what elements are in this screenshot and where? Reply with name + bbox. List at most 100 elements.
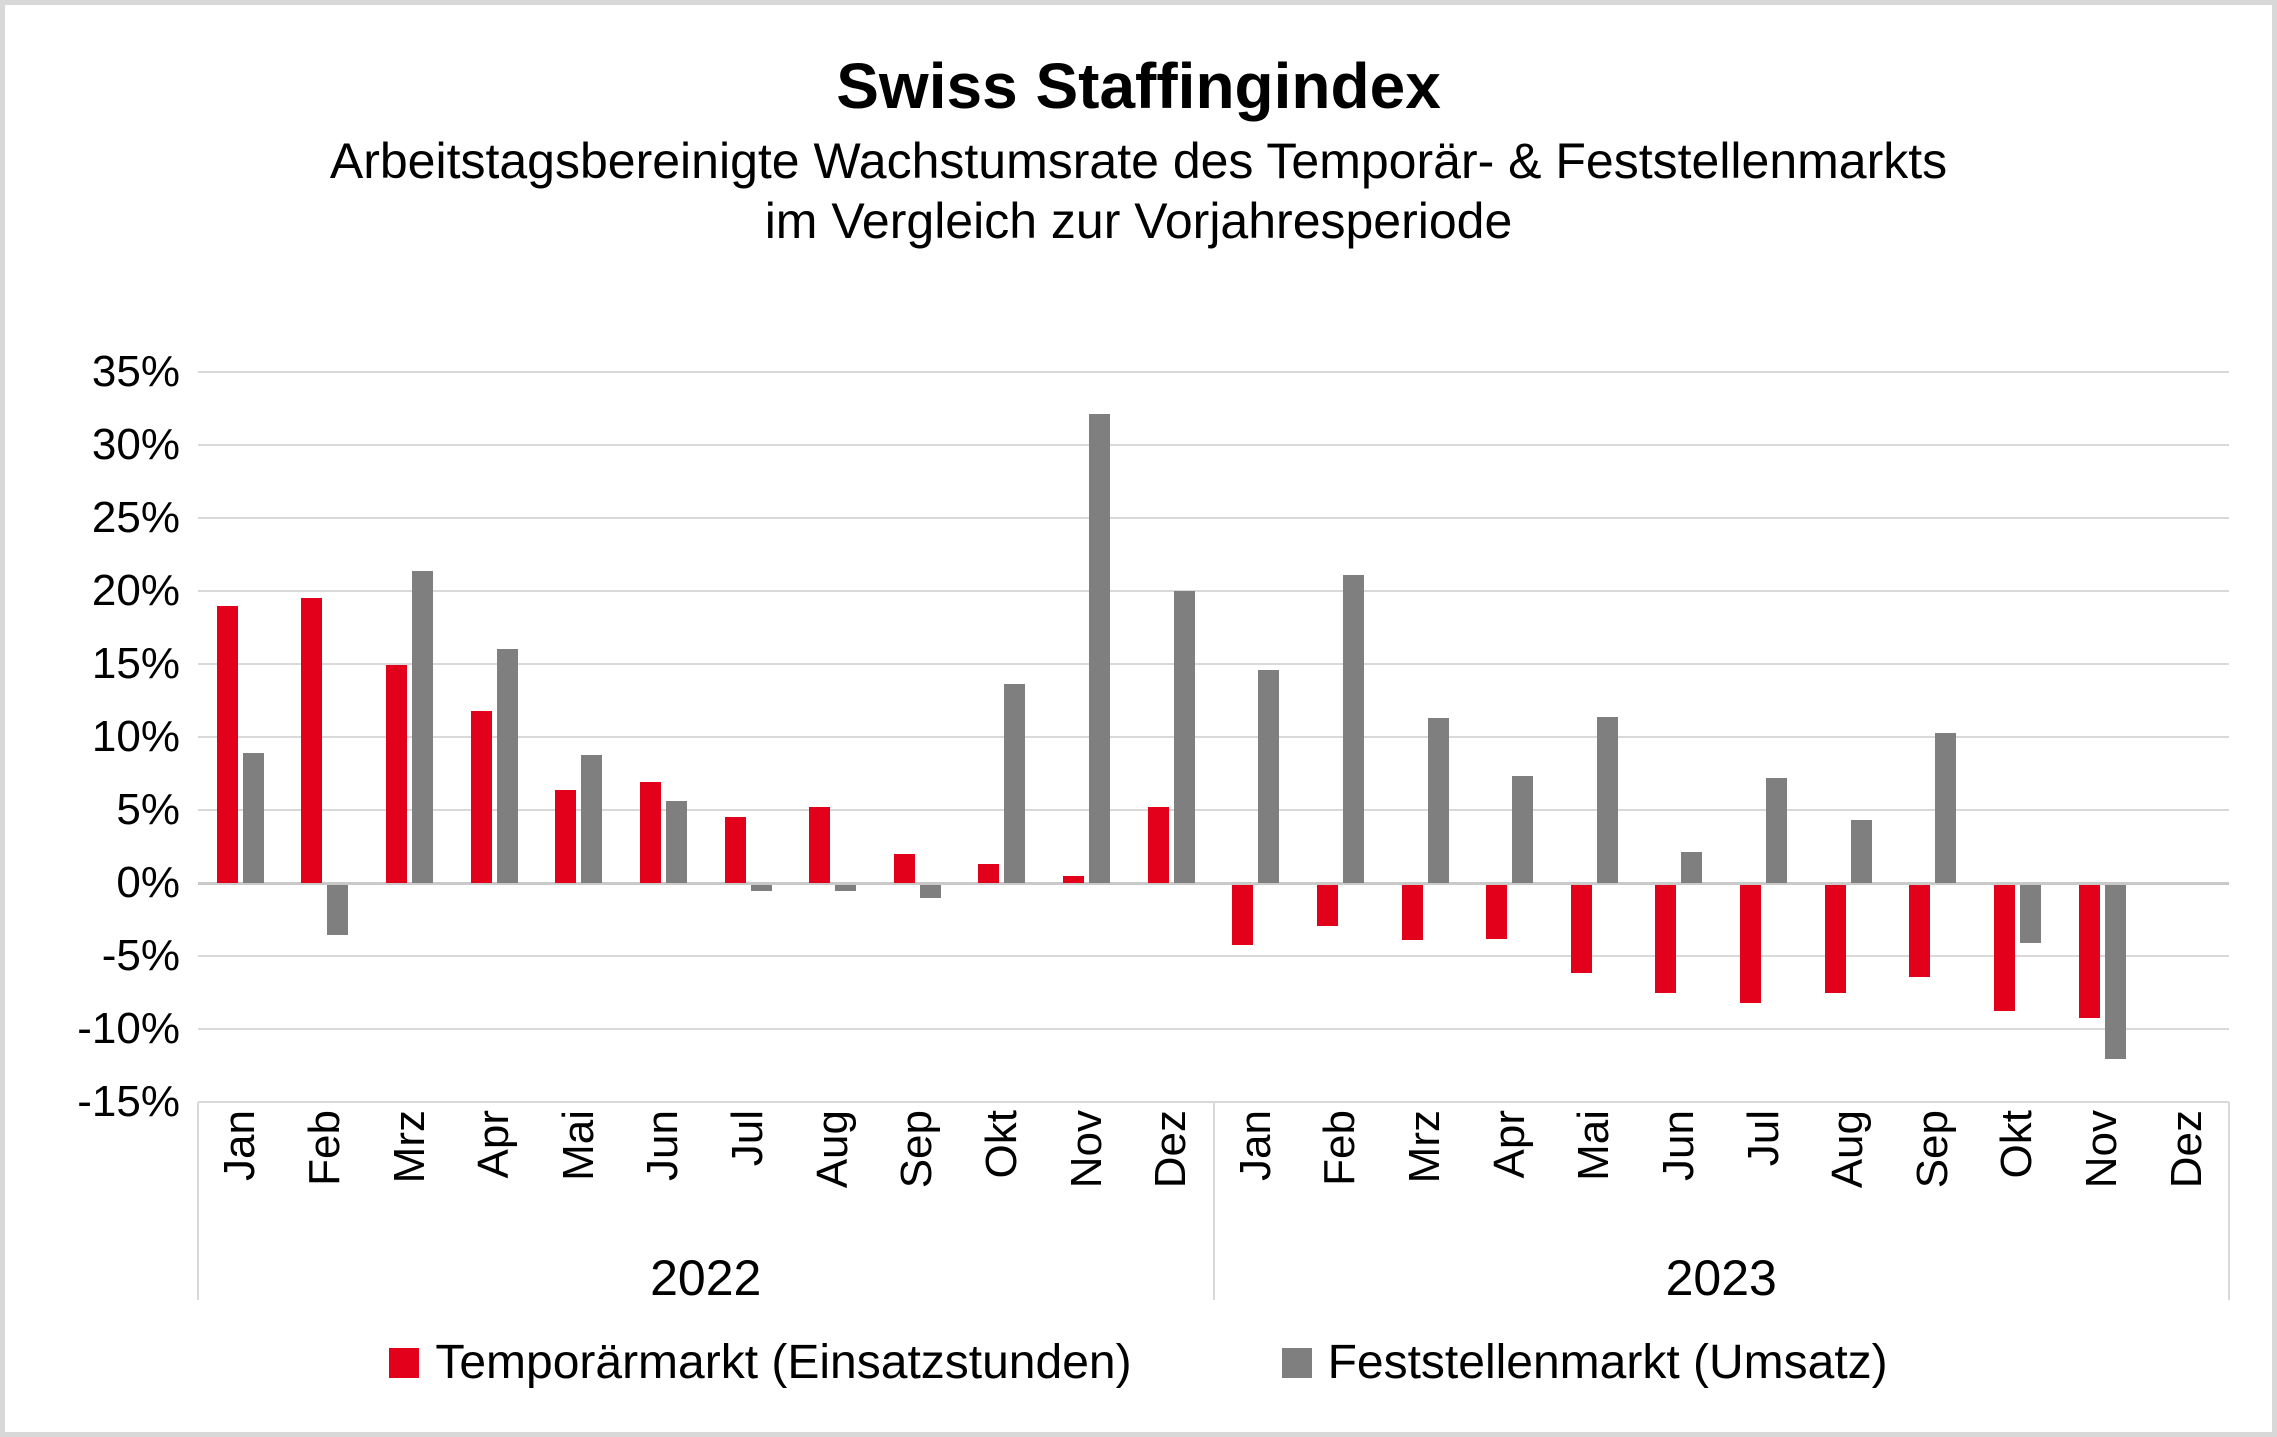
chart-title: Swiss Staffingindex [836,50,1441,122]
axis-separator-0 [197,1102,199,1300]
legend-item-temporaermarkt: Temporärmarkt (Einsatzstunden) [389,1335,1132,1390]
bar-feststellenmarkt-2023-Jan [1258,669,1280,883]
y-tick-label-5: 5% [116,785,180,834]
x-tick-label-2023-Okt: Okt [1992,1110,2042,1179]
bar-temporaermarkt-2023-Jul [1740,885,1762,1004]
year-label-2022: 2022 [650,1250,762,1306]
x-tick-label-2023-Mai: Mai [1569,1110,1619,1181]
bar-feststellenmarkt-2022-Jun [665,801,687,883]
bar-temporaermarkt-2022-Nov [1063,875,1085,883]
gridline-35 [198,371,2229,373]
bar-temporaermarkt-2022-Jan [216,605,238,883]
gridline-20 [198,590,2229,592]
bar-feststellenmarkt-2023-Mai [1596,716,1618,883]
bar-feststellenmarkt-2023-Feb [1342,574,1364,883]
bar-feststellenmarkt-2022-Mai [581,754,603,883]
chart-subtitle: Arbeitstagsbereinigte Wachstumsrate des … [5,131,2272,251]
x-tick-label-2022-Jun: Jun [638,1110,688,1181]
x-tick-label-2022-Sep: Sep [892,1110,942,1189]
chart-subtitle-line-1: Arbeitstagsbereinigte Wachstumsrate des … [329,133,1948,189]
x-tick-label-2023-Aug: Aug [1823,1110,1873,1189]
bar-feststellenmarkt-2023-Apr [1512,776,1534,883]
bar-feststellenmarkt-2022-Feb [327,885,349,935]
y-tick-label-15: 15% [91,639,180,688]
zero-gridline [198,882,2229,885]
bar-temporaermarkt-2023-Feb [1316,885,1338,926]
gridline-10 [198,736,2229,738]
y-tick-label-35: 35% [91,347,180,396]
y-tick-label-10: 10% [91,712,180,761]
x-tick-label-2023-Jan: Jan [1230,1110,1280,1181]
bar-feststellenmarkt-2023-Jul [1766,777,1788,883]
bar-temporaermarkt-2022-Apr [470,710,492,883]
y-tick-label--5: -5% [101,931,180,980]
x-tick-label-2023-Jul: Jul [1738,1110,1788,1167]
legend-item-feststellenmarkt: Feststellenmarkt (Umsatz) [1281,1335,1888,1390]
bar-feststellenmarkt-2022-Nov [1089,414,1111,883]
x-tick-label-2023-Feb: Feb [1315,1110,1365,1186]
bar-feststellenmarkt-2023-Jun [1681,852,1703,883]
bar-temporaermarkt-2022-Feb [301,598,323,883]
bar-temporaermarkt-2022-Jul [724,817,746,883]
bar-temporaermarkt-2023-Mrz [1401,885,1423,941]
bar-temporaermarkt-2022-Sep [893,853,915,883]
bar-feststellenmarkt-2023-Nov [2104,885,2126,1059]
gridline-30 [198,444,2229,446]
bar-feststellenmarkt-2022-Sep [919,885,941,899]
bar-feststellenmarkt-2022-Mrz [412,570,434,883]
y-tick-label-30: 30% [91,420,180,469]
gridline--10 [198,1028,2229,1030]
gridline-15 [198,663,2229,665]
x-tick-label-2022-Jul: Jul [723,1110,773,1167]
axis-separator-24 [2228,1102,2230,1300]
y-tick-label--10: -10% [77,1004,180,1053]
gridline-25 [198,517,2229,519]
bar-feststellenmarkt-2022-Jul [750,885,772,891]
y-tick-label--15: -15% [77,1077,180,1126]
x-tick-label-2023-Mrz: Mrz [1400,1110,1450,1184]
gridline--5 [198,955,2229,957]
x-tick-label-2022-Jan: Jan [215,1110,265,1181]
bar-feststellenmarkt-2022-Okt [1004,684,1026,883]
x-tick-label-2023-Sep: Sep [1907,1110,1957,1189]
chart-subtitle-line-2: im Vergleich zur Vorjahresperiode [764,193,1513,249]
bar-temporaermarkt-2023-Aug [1824,885,1846,994]
bar-temporaermarkt-2022-Okt [978,864,1000,883]
bar-temporaermarkt-2023-Nov [2078,885,2100,1018]
bar-temporaermarkt-2023-Okt [1993,885,2015,1011]
legend-label-temporaermarkt: Temporärmarkt (Einsatzstunden) [435,1336,1132,1389]
x-tick-label-2022-Aug: Aug [807,1110,857,1189]
bar-temporaermarkt-2023-Jun [1655,885,1677,994]
x-tick-label-2022-Okt: Okt [976,1110,1026,1179]
bar-temporaermarkt-2023-Jan [1232,885,1254,945]
bar-temporaermarkt-2022-Aug [809,807,831,883]
bar-temporaermarkt-2022-Jun [639,782,661,883]
x-tick-label-2023-Apr: Apr [1484,1110,1534,1179]
legend-label-feststellenmarkt: Feststellenmarkt (Umsatz) [1327,1336,1888,1389]
bar-feststellenmarkt-2023-Sep [1935,732,1957,883]
chart-legend: Temporärmarkt (Einsatzstunden) Feststell… [5,1335,2272,1390]
bar-feststellenmarkt-2022-Jan [242,753,264,883]
x-tick-label-2023-Dez: Dez [2161,1110,2211,1189]
x-tick-label-2022-Mai: Mai [553,1110,603,1181]
bar-temporaermarkt-2022-Mai [555,789,577,883]
x-tick-label-2022-Mrz: Mrz [384,1110,434,1184]
bar-temporaermarkt-2023-Sep [1909,885,1931,977]
x-tick-label-2022-Apr: Apr [469,1110,519,1179]
bar-feststellenmarkt-2023-Aug [1850,820,1872,883]
axis-separator-12 [1212,1102,1215,1300]
legend-swatch-gray-icon [1281,1347,1312,1378]
bar-temporaermarkt-2023-Mai [1570,885,1592,973]
bar-temporaermarkt-2023-Apr [1486,885,1508,940]
x-tick-label-2023-Jun: Jun [1653,1110,1703,1181]
bar-feststellenmarkt-2022-Aug [835,885,857,891]
legend-swatch-red-icon [389,1347,420,1378]
x-tick-label-2023-Nov: Nov [2077,1110,2127,1189]
gridline-5 [198,809,2229,811]
bar-feststellenmarkt-2023-Okt [2019,885,2041,944]
bar-temporaermarkt-2022-Mrz [386,665,408,883]
bar-feststellenmarkt-2023-Mrz [1427,718,1449,883]
y-tick-label-25: 25% [91,493,180,542]
plot-area [198,371,2229,1103]
